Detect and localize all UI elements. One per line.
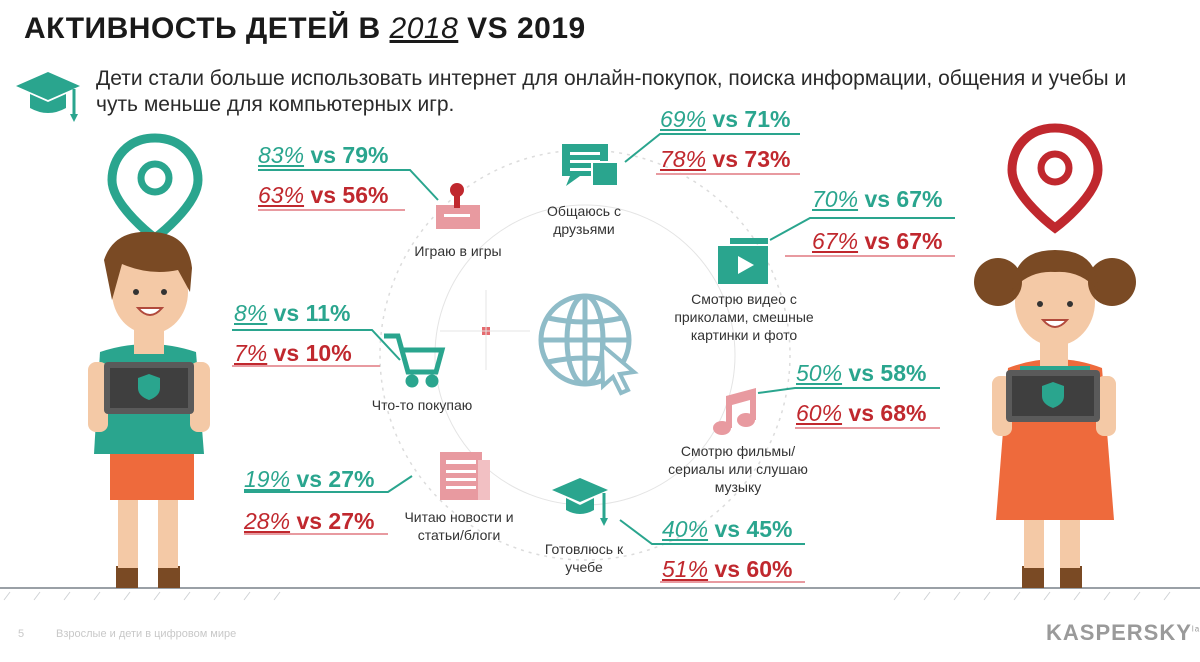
subtitle: Дети стали больше использовать интернет … (96, 67, 1127, 116)
label-video: Смотрю видео с приколами, смешные картин… (674, 291, 814, 343)
stat-news-girl: 28% vs 27% (244, 508, 375, 534)
stat-shopping-girl: 7% vs 10% (234, 340, 352, 366)
label-study: Готовлюсь к учебе (544, 541, 624, 575)
title-suffix: VS 2019 (458, 12, 586, 45)
boy-illustration (88, 231, 210, 588)
newspaper-icon (440, 452, 490, 500)
stat-music-boy: 50% vs 58% (796, 360, 927, 386)
stat-study-girl: 51% vs 60% (662, 556, 793, 582)
stat-music-girl: 60% vs 68% (796, 400, 927, 426)
outer-circle (379, 149, 791, 561)
title-prefix: АКТИВНОСТЬ ДЕТЕЙ В (24, 12, 390, 45)
stat-games-girl: 63% vs 56% (258, 182, 389, 208)
title-year-2018: 2018 (389, 12, 459, 45)
stat-news-boy: 19% vs 27% (244, 466, 375, 492)
stat-chat-boy: 69% vs 71% (660, 106, 791, 132)
cursor-icon (599, 340, 639, 396)
label-games: Играю в игры (414, 243, 502, 259)
stat-games-boy: 83% vs 79% (258, 142, 389, 168)
joystick-icon (436, 183, 480, 229)
music-note-icon (713, 388, 756, 435)
subtitle-cap-icon (16, 72, 80, 122)
footer-caption: Взрослые и дети в цифровом мире (56, 628, 237, 640)
shopping-cart-icon (384, 333, 446, 388)
video-icon (718, 238, 768, 284)
globe-icon (538, 293, 632, 387)
label-music: Смотрю фильмы/сериалы или слушаю музыку (668, 443, 808, 495)
chat-icon (562, 144, 619, 187)
graduation-cap-icon (552, 478, 608, 526)
label-shopping: Что-то покупаю (371, 397, 473, 413)
stat-shopping-boy: 8% vs 11% (234, 300, 351, 326)
stat-video-girl: 67% vs 67% (812, 228, 943, 254)
girl-illustration (974, 250, 1136, 588)
kaspersky-logo: KASPERSKYlab (1046, 620, 1200, 645)
label-chat: Общаюсь с друзьями (547, 203, 621, 237)
page-title: АКТИВНОСТЬ ДЕТЕЙ В 2018 VS 2019 (24, 12, 586, 46)
ground-hatch (3, 591, 1171, 601)
stat-video-boy: 70% vs 67% (812, 186, 943, 212)
boy-location-pin-icon (107, 133, 203, 244)
label-news: Читаю новости и статьи/блоги (404, 509, 514, 543)
stat-study-boy: 40% vs 45% (662, 516, 793, 542)
girl-location-pin-icon (1007, 123, 1103, 234)
stat-chat-girl: 78% vs 73% (660, 146, 791, 172)
page-number: 5 (18, 628, 25, 640)
